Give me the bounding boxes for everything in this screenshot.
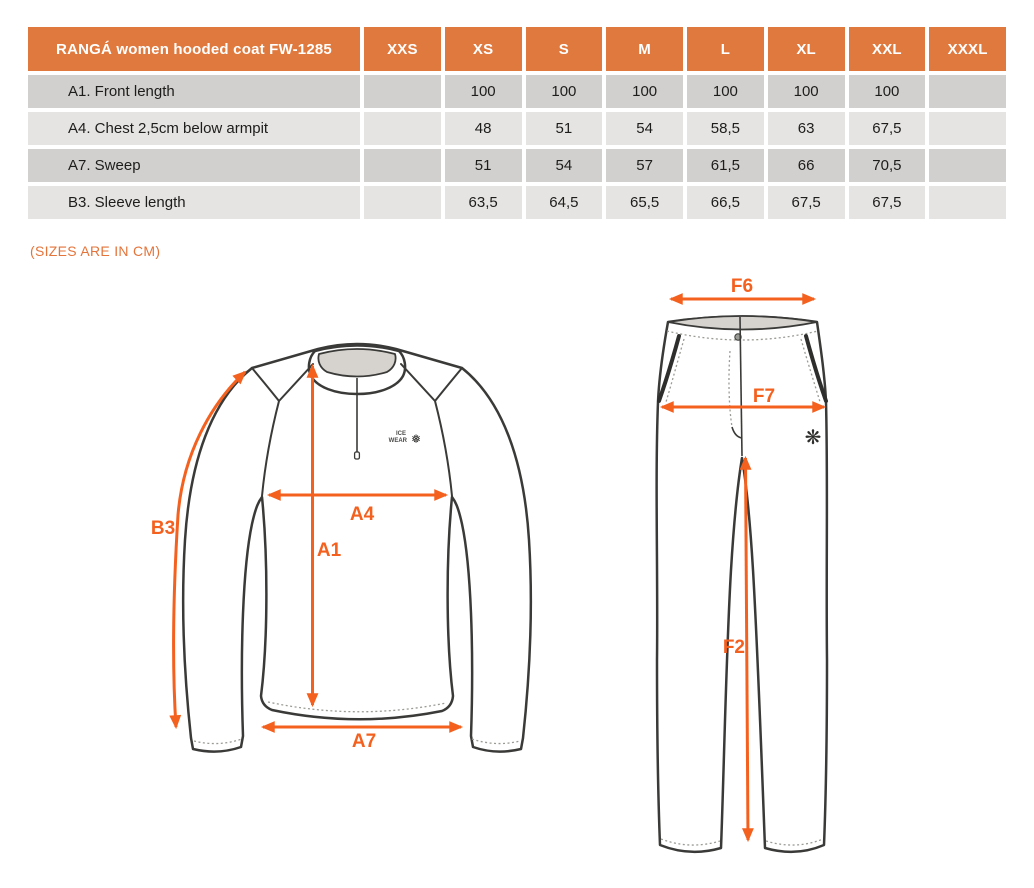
coat-cuff-stitch-left [193,738,243,745]
size-value-cell: 66 [767,149,845,182]
size-value-cell: 64,5 [525,186,603,219]
size-value-cell: 54 [525,149,603,182]
icewear-logo-text-bottom: WEAR [389,438,408,444]
size-header-xs: XS [444,27,522,71]
coat-zipper-pull [353,451,361,460]
size-value-cell [929,149,1006,182]
size-value-cell: 48 [444,112,522,145]
pants-fly-hook [731,426,743,439]
row-label: B3. Sleeve length [28,186,360,219]
coat-a1-label: A1 [317,540,342,561]
size-value-cell: 67,5 [848,186,926,219]
size-value-cell: 67,5 [848,112,926,145]
coat-drawing: ICE WEAR ❅ B3 A4 A1 A7 [151,342,533,753]
icewear-logo-text-top: ICE [396,431,406,437]
coat-b3-sleeve-arrow [169,370,247,730]
size-value-cell: 63 [767,112,845,145]
size-value-cell: 54 [606,112,683,145]
coat-hem-stitch [267,701,447,713]
pants-snowflake-logo-icon: ❋ [805,427,822,449]
size-header-xxl: XXL [848,27,926,71]
size-header-s: S [525,27,603,71]
size-value-cell: 100 [444,75,522,108]
size-value-cell: 57 [606,149,683,182]
size-value-cell [929,112,1006,145]
pants-pocket-stitch-left [665,338,685,403]
size-header-l: L [687,27,764,71]
pants-pocket-stitch-right [800,338,821,403]
size-value-cell: 58,5 [687,112,764,145]
size-value-cell: 100 [767,75,845,108]
row-label: A4. Chest 2,5cm below armpit [28,112,360,145]
size-header-m: M [606,27,683,71]
size-value-cell: 100 [848,75,926,108]
coat-cuff-stitch-right [471,738,521,745]
pants-pocket-edge-left [657,334,681,403]
row-label: A7. Sweep [28,149,360,182]
icewear-logo-snowflake-icon: ❅ [411,432,421,446]
size-header-xxs: XXS [364,27,441,71]
size-value-cell: 67,5 [767,186,845,219]
pants-f6-label: F6 [731,276,753,297]
size-table: RANGÁ women hooded coat FW-1285 XXS XS S… [28,27,1006,219]
pants-f7-label: F7 [753,386,775,407]
size-value-cell [364,75,441,108]
pants-f2-label: F2 [723,637,745,658]
pants-f2-inseam-arrow [739,455,754,843]
coat-collar-interior [317,348,397,378]
size-value-cell: 66,5 [687,186,764,219]
row-label: A1. Front length [28,75,360,108]
size-value-cell [364,186,441,219]
size-value-cell: 100 [606,75,683,108]
size-value-cell: 100 [525,75,603,108]
pants-fly-center-line [739,316,743,457]
size-value-cell [929,75,1006,108]
pants-cuff-stitch-right [765,838,824,846]
size-value-cell: 51 [444,149,522,182]
size-header-xl: XL [767,27,845,71]
pants-cuff-stitch-left [660,838,721,846]
pants-pocket-edge-right [804,334,828,403]
coat-a7-label: A7 [352,731,376,752]
size-value-cell [364,112,441,145]
coat-a4-label: A4 [350,504,375,525]
pants-waist-interior [667,315,818,331]
pants-drawing: ❋ F6 F7 F2 [655,276,829,854]
size-value-cell [929,186,1006,219]
size-value-cell: 65,5 [606,186,683,219]
size-value-cell: 70,5 [848,149,926,182]
size-value-cell: 61,5 [687,149,764,182]
sizes-in-cm-note: (SIZES ARE IN CM) [30,243,161,259]
size-value-cell: 100 [687,75,764,108]
pants-fly-stitch [728,350,733,428]
size-value-cell: 63,5 [444,186,522,219]
size-value-cell: 51 [525,112,603,145]
coat-raglan-seam-right [400,363,463,497]
coat-b3-label: B3 [151,518,175,539]
size-value-cell [364,149,441,182]
size-header-xxxl: XXXL [929,27,1006,71]
table-title-cell: RANGÁ women hooded coat FW-1285 [28,27,360,71]
